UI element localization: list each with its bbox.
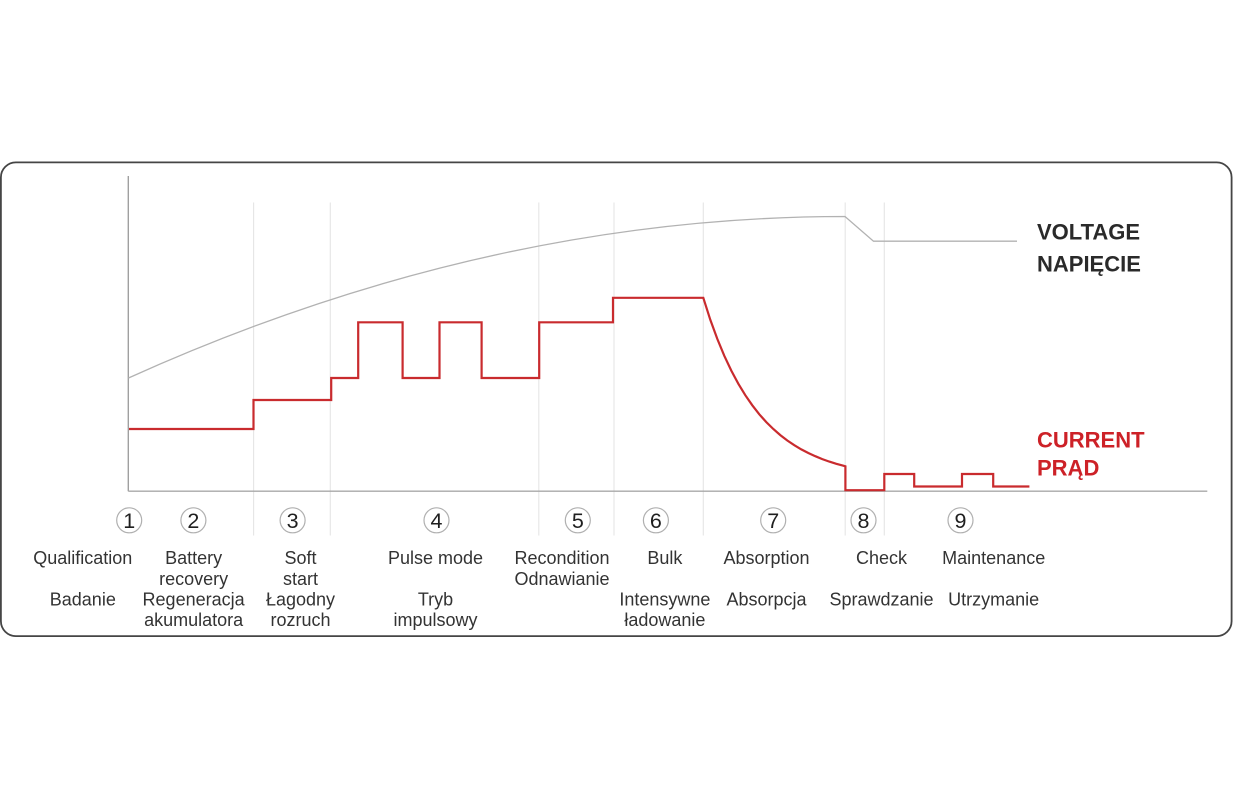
svg-text:8: 8 [858, 509, 870, 533]
svg-text:Utrzymanie: Utrzymanie [948, 590, 1039, 610]
svg-text:2: 2 [187, 509, 199, 533]
svg-text:Badanie: Badanie [50, 590, 116, 610]
svg-text:VOLTAGE: VOLTAGE [1037, 220, 1140, 245]
svg-text:6: 6 [650, 509, 662, 533]
svg-text:Tryb: Tryb [418, 590, 453, 610]
svg-text:Absorption: Absorption [723, 548, 809, 568]
svg-text:recovery: recovery [159, 569, 228, 589]
svg-text:ładowanie: ładowanie [624, 610, 705, 630]
svg-text:7: 7 [767, 509, 779, 533]
svg-text:Regeneracja: Regeneracja [143, 590, 246, 610]
svg-text:Soft: Soft [284, 548, 316, 568]
svg-text:5: 5 [572, 509, 584, 533]
svg-text:1: 1 [123, 509, 135, 533]
svg-text:Absorpcja: Absorpcja [726, 590, 807, 610]
svg-text:Pulse mode: Pulse mode [388, 548, 483, 568]
svg-text:Intensywne: Intensywne [619, 590, 710, 610]
svg-text:Qualification: Qualification [33, 548, 132, 568]
svg-text:Maintenance: Maintenance [942, 548, 1045, 568]
svg-text:Check: Check [856, 548, 908, 568]
svg-text:Sprawdzanie: Sprawdzanie [829, 590, 933, 610]
svg-text:PRĄD: PRĄD [1037, 455, 1099, 480]
svg-text:4: 4 [431, 509, 443, 533]
svg-text:Battery: Battery [165, 548, 222, 568]
svg-text:Odnawianie: Odnawianie [514, 569, 609, 589]
svg-text:Łagodny: Łagodny [266, 590, 335, 610]
svg-text:NAPIĘCIE: NAPIĘCIE [1037, 252, 1141, 277]
svg-text:rozruch: rozruch [270, 610, 330, 630]
svg-text:CURRENT: CURRENT [1037, 428, 1145, 453]
svg-text:9: 9 [955, 509, 967, 533]
svg-text:3: 3 [287, 509, 299, 533]
svg-text:Bulk: Bulk [647, 548, 683, 568]
svg-text:akumulatora: akumulatora [144, 610, 244, 630]
svg-text:Recondition: Recondition [514, 548, 609, 568]
svg-text:start: start [283, 569, 318, 589]
svg-text:impulsowy: impulsowy [393, 610, 477, 630]
